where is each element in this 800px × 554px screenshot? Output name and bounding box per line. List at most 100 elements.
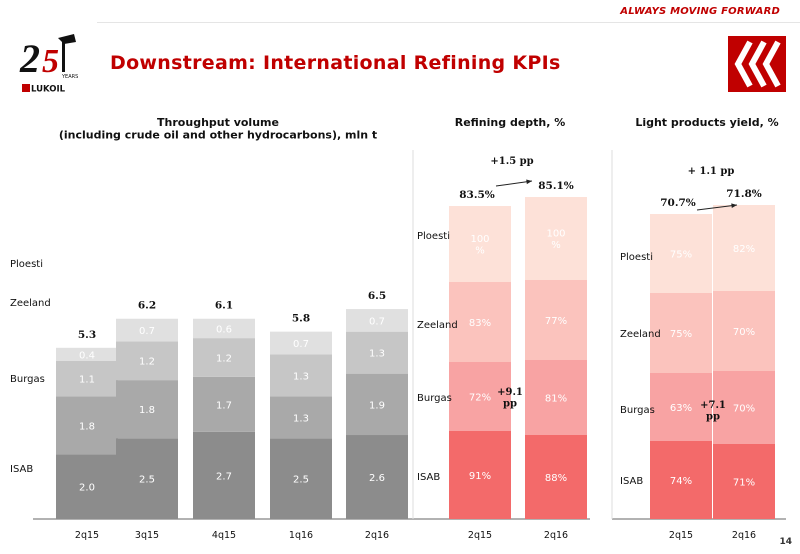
chart1-bar-isab-3q15	[116, 438, 178, 519]
chart2-legend-burgas: Burgas	[417, 393, 452, 404]
chart3-tick-2q16: 2q16	[732, 530, 756, 541]
chart3-change-arrow	[696, 204, 738, 211]
chart1-bar-ploesti-4q15	[193, 318, 255, 339]
chart3-data-label-isab-2q15: 74%	[670, 476, 692, 487]
chart3-legend-ploesti: Ploesti	[620, 252, 653, 263]
chart1-bar-zeeland-4q15	[193, 338, 255, 377]
chart1-bar-isab-1q16	[270, 438, 332, 519]
chart1-data-label-zeeland-2q16: 1.3	[369, 349, 385, 360]
chart1-bar-burgas-2q15	[56, 396, 118, 455]
chart1-bar-zeeland-2q15	[56, 360, 118, 397]
chart2-legend-isab: ISAB	[417, 472, 440, 483]
chart3-bar-burgas-2q16	[713, 371, 775, 444]
chart1-bar-ploesti-1q16	[270, 331, 332, 355]
chart1-bar-isab-2q16	[346, 435, 408, 519]
chart3-legend-isab: ISAB	[620, 476, 643, 487]
chart1-total-3q15: 6.2	[138, 300, 156, 312]
chart3-change-arrow-head	[731, 203, 737, 209]
chart2-data-label-burgas-2q16: 81%	[545, 394, 567, 405]
chart1-bar-zeeland-1q16	[270, 354, 332, 397]
chart1-total-4q15: 6.1	[215, 300, 233, 312]
chart3-bar-ploesti-2q16	[713, 205, 775, 291]
chart2-tick-2q15: 2q15	[468, 530, 492, 541]
chart2-bar-burgas-2q16	[525, 360, 587, 435]
chart1-tick-3q15: 3q15	[135, 530, 159, 541]
chart3-data-label-zeeland-2q15: 75%	[670, 329, 692, 340]
chart1-data-label-isab-1q16: 2.5	[293, 475, 309, 486]
lukoil-25-years-logo: 2 5 YEARS LUKOIL	[19, 34, 78, 95]
chart2-bar-isab-2q15	[449, 431, 511, 519]
svg-text:LUKOIL: LUKOIL	[31, 85, 66, 95]
chart2-data-label-ploesti-2q15: 100%	[470, 234, 489, 257]
chart2-bar-zeeland-2q15	[449, 282, 511, 362]
chart2-data-label-ploesti-2q16: 100%	[546, 229, 565, 252]
chart1-tick-2q15: 2q15	[75, 530, 99, 541]
chart3-data-label-zeeland-2q16: 70%	[733, 327, 755, 338]
chart1-data-label-ploesti-4q15: 0.6	[216, 324, 232, 335]
chart3-total-2q15: 70.7%	[660, 197, 696, 209]
chart1-tick-2q16: 2q16	[365, 530, 389, 541]
chevron-arrows-icon	[728, 36, 786, 92]
svg-text:2: 2	[19, 36, 40, 81]
chart1-data-label-burgas-2q15: 1.8	[79, 421, 95, 432]
chart1-bar-burgas-2q16	[346, 373, 408, 436]
chart3-data-label-ploesti-2q15: 75%	[670, 250, 692, 261]
chart1-data-label-isab-2q15: 2.0	[79, 483, 95, 494]
chart2-data-label-burgas-2q15: 72%	[469, 393, 491, 404]
chart3-bar-burgas-2q15	[650, 373, 712, 441]
chart3-bar-isab-2q15	[650, 441, 712, 519]
chart1-tick-1q16: 1q16	[289, 530, 313, 541]
chart2-total-2q16: 85.1%	[538, 180, 574, 192]
chart1-data-label-isab-2q16: 2.6	[369, 473, 385, 484]
chart3-bar-isab-2q16	[713, 444, 775, 519]
chart1-data-label-ploesti-2q16: 0.7	[369, 316, 385, 327]
chart1-total-2q16: 6.5	[368, 290, 386, 302]
chart1-tick-4q15: 4q15	[212, 530, 236, 541]
chart1-bar-ploesti-2q15	[56, 347, 118, 361]
chart2-change-arrow-head	[526, 179, 532, 185]
chart3-change-label: + 1.1 pp	[688, 166, 735, 177]
chart2-change-arrow	[495, 180, 533, 187]
chart1-data-label-burgas-3q15: 1.8	[139, 405, 155, 416]
chart1-title: Throughput volume (including crude oil an…	[59, 116, 377, 142]
chart2-data-label-isab-2q15: 91%	[469, 471, 491, 482]
chart2-inner-change-label: +9.1 pp	[497, 387, 523, 410]
chart2-change-label: +1.5 pp	[490, 156, 533, 167]
chart2-data-label-zeeland-2q15: 83%	[469, 318, 491, 329]
chart1-bar-burgas-4q15	[193, 376, 255, 432]
svg-text:5: 5	[42, 43, 59, 80]
header-divider	[97, 22, 800, 23]
svg-text:YEARS: YEARS	[61, 74, 78, 80]
chart3-legend-burgas: Burgas	[620, 405, 655, 416]
page-title: Downstream: International Refining KPIs	[110, 52, 561, 74]
chart3-data-label-burgas-2q16: 70%	[733, 404, 755, 415]
chart1-bar-isab-2q15	[56, 454, 118, 519]
chart1-data-label-zeeland-4q15: 1.2	[216, 354, 232, 365]
chart1-data-label-isab-3q15: 2.5	[139, 475, 155, 486]
chart2-legend-ploesti: Ploesti	[417, 231, 450, 242]
chart3-data-label-burgas-2q15: 63%	[670, 403, 692, 414]
chart3-bar-zeeland-2q16	[713, 291, 775, 371]
chart2-data-label-isab-2q16: 88%	[545, 473, 567, 484]
tagline: ALWAYS MOVING FORWARD	[620, 6, 780, 17]
chart3-bar-ploesti-2q15	[650, 214, 712, 293]
chart1-bar-burgas-3q15	[116, 380, 178, 439]
chart3-bar-zeeland-2q15	[650, 293, 712, 373]
chart1-legend-ploesti: Ploesti	[10, 259, 43, 270]
chart2-bar-burgas-2q15	[449, 362, 511, 431]
chart1-total-1q16: 5.8	[292, 313, 310, 325]
chart1-bar-ploesti-3q15	[116, 318, 178, 342]
chart2-bar-zeeland-2q16	[525, 280, 587, 360]
chart1-data-label-zeeland-2q15: 1.1	[79, 374, 95, 385]
chart2-bar-ploesti-2q15	[449, 206, 511, 282]
chart1-data-label-zeeland-3q15: 1.2	[139, 357, 155, 368]
chart1-data-label-burgas-4q15: 1.7	[216, 400, 232, 411]
chart1-data-label-ploesti-3q15: 0.7	[139, 326, 155, 337]
chart3-data-label-isab-2q16: 71%	[733, 478, 755, 489]
chart1-legend-zeeland: Zeeland	[10, 298, 51, 309]
chart1-legend-burgas: Burgas	[10, 374, 45, 385]
chart3-inner-change-label: +7.1 pp	[700, 400, 726, 423]
chart1-data-label-ploesti-1q16: 0.7	[293, 339, 309, 350]
page-number: 14	[779, 537, 792, 547]
chart3-data-label-ploesti-2q16: 82%	[733, 244, 755, 255]
